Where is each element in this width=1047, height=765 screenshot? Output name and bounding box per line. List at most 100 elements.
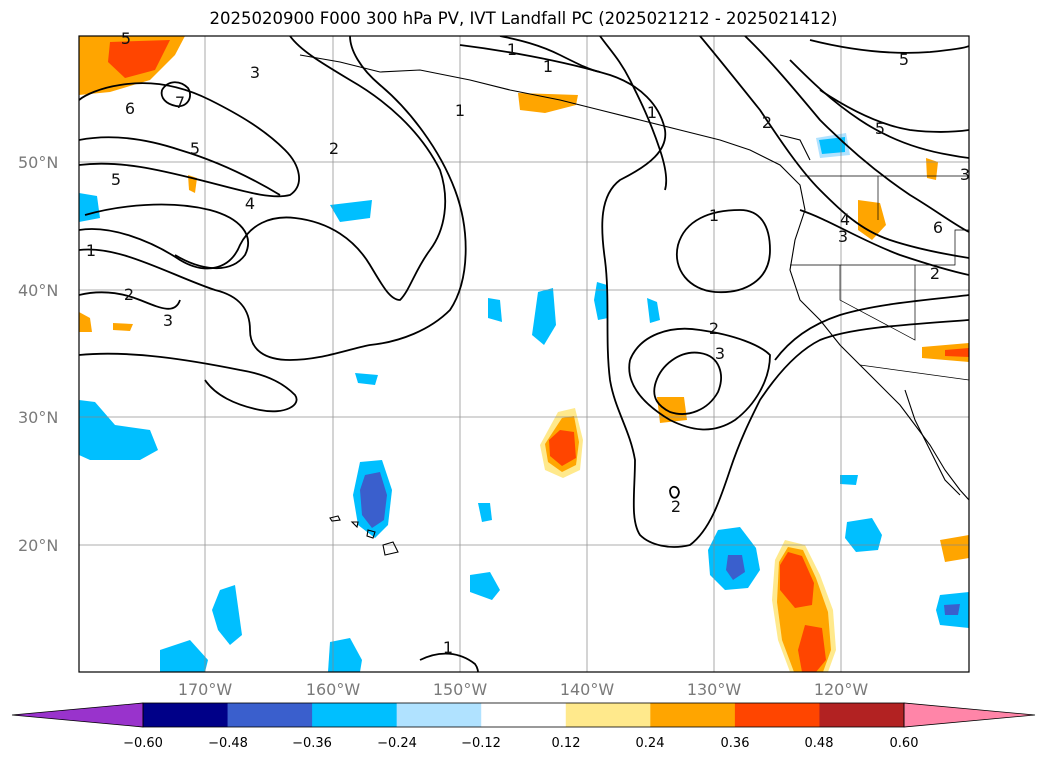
shade-positive bbox=[657, 397, 687, 423]
shade-negative bbox=[488, 298, 502, 322]
shade-positive bbox=[940, 535, 969, 562]
latitude-label: 40°N bbox=[18, 281, 59, 300]
colorbar-segment bbox=[819, 703, 905, 727]
shade-positive bbox=[926, 158, 938, 180]
colorbar-tick-label: 0.12 bbox=[551, 736, 581, 751]
map-background bbox=[79, 36, 969, 672]
colorbar-segment bbox=[312, 703, 398, 727]
shade-negative bbox=[328, 638, 362, 672]
map-title: 2025020900 F000 300 hPa PV, IVT Landfall… bbox=[209, 9, 838, 28]
colorbar-tick-label: 0.60 bbox=[889, 736, 919, 751]
longitude-label: 160°W bbox=[305, 680, 361, 699]
colorbar-tick-label: 0.24 bbox=[635, 736, 665, 751]
contour-label-layer: 5 3 6 7 5 5 4 2 1 1 1 1 1 2 1 2 3 3 5 5 … bbox=[86, 29, 970, 657]
shade-negative bbox=[470, 572, 500, 600]
shade-negative bbox=[647, 298, 660, 323]
longitude-label: 120°W bbox=[813, 680, 869, 699]
colorbar-segment bbox=[650, 703, 736, 727]
shade-strong-negative bbox=[944, 604, 960, 615]
colorbar-segment bbox=[565, 703, 651, 727]
pc-shading-layer bbox=[79, 36, 969, 672]
shade-negative bbox=[478, 503, 492, 522]
contour-label: 3 bbox=[715, 344, 725, 363]
shade-positive bbox=[113, 323, 133, 331]
contour-label: 2 bbox=[671, 497, 681, 516]
contour-label: 1 bbox=[507, 40, 517, 59]
colorbar-tick-label: −0.48 bbox=[208, 736, 248, 751]
colorbar-tick-label: −0.60 bbox=[123, 736, 163, 751]
contour-label: 5 bbox=[121, 29, 131, 48]
borders bbox=[790, 175, 969, 381]
shade-strong-negative bbox=[726, 555, 745, 580]
shade-positive bbox=[858, 200, 886, 240]
longitude-label: 140°W bbox=[559, 680, 615, 699]
colorbar-segment bbox=[734, 703, 820, 727]
shade-positive bbox=[518, 93, 578, 113]
colorbar-tick-label: 0.48 bbox=[804, 736, 834, 751]
contour-label: 2 bbox=[329, 139, 339, 158]
shade-negative bbox=[160, 640, 208, 672]
colorbar-segment bbox=[481, 703, 567, 727]
contour-label: 6 bbox=[125, 99, 135, 118]
shade-negative bbox=[532, 288, 556, 345]
contour-label: 1 bbox=[647, 103, 657, 122]
contour-label: 2 bbox=[709, 319, 719, 338]
coastlines bbox=[299, 54, 969, 556]
shade-strong-positive bbox=[780, 552, 814, 608]
latitude-label: 50°N bbox=[18, 153, 59, 172]
shade-negative bbox=[79, 193, 100, 222]
shade-negative bbox=[330, 200, 372, 222]
contour-label: 1 bbox=[86, 241, 96, 260]
graticule bbox=[79, 36, 969, 672]
contour-label: 5 bbox=[190, 139, 200, 158]
colorbar-segment bbox=[227, 703, 313, 727]
shade-negative bbox=[212, 585, 242, 645]
contour-label: 1 bbox=[443, 638, 453, 657]
contour-label: 7 bbox=[175, 93, 185, 112]
colorbar-tick-label: −0.24 bbox=[377, 736, 417, 751]
shade-strong-negative bbox=[360, 472, 387, 528]
pv-contours bbox=[79, 36, 969, 672]
contour-label: 3 bbox=[250, 63, 260, 82]
contour-label: 1 bbox=[455, 101, 465, 120]
colorbar bbox=[11, 702, 1036, 728]
contour-label: 5 bbox=[111, 170, 121, 189]
contour-label: 1 bbox=[709, 206, 719, 225]
shade-negative bbox=[355, 373, 378, 385]
colorbar-lower-extension bbox=[11, 702, 144, 728]
shade-negative bbox=[845, 518, 882, 552]
shade-strong-positive bbox=[108, 40, 170, 78]
longitude-label: 170°W bbox=[177, 680, 233, 699]
colorbar-tick-label: −0.36 bbox=[292, 736, 332, 751]
contour-label: 3 bbox=[838, 227, 848, 246]
longitude-label: 150°W bbox=[432, 680, 488, 699]
colorbar-segment bbox=[143, 703, 229, 727]
shade-strong-positive bbox=[945, 348, 969, 357]
shade-positive bbox=[79, 312, 92, 332]
contour-label: 3 bbox=[163, 311, 173, 330]
longitude-label: 130°W bbox=[686, 680, 742, 699]
colorbar-upper-extension bbox=[903, 702, 1036, 728]
colorbar-tick-label: −0.12 bbox=[461, 736, 501, 751]
contour-label: 2 bbox=[930, 264, 940, 283]
shade-negative bbox=[819, 137, 845, 154]
colorbar-tick-label: 0.36 bbox=[720, 736, 750, 751]
shade-strong-positive bbox=[798, 625, 826, 672]
map-frame bbox=[78, 35, 970, 673]
shade-negative bbox=[79, 400, 158, 460]
contour-label: 5 bbox=[875, 119, 885, 138]
shade-negative bbox=[594, 282, 608, 320]
contour-label: 4 bbox=[245, 194, 255, 213]
contour-label: 4 bbox=[840, 210, 850, 229]
contour-label: 1 bbox=[543, 57, 553, 76]
shade-strong-positive bbox=[549, 430, 576, 466]
contour-label: 5 bbox=[899, 50, 909, 69]
latitude-label: 30°N bbox=[18, 408, 59, 427]
contour-label: 2 bbox=[762, 113, 772, 132]
colorbar-frame bbox=[142, 702, 905, 728]
colorbar-segment bbox=[396, 703, 482, 727]
latitude-label: 20°N bbox=[18, 536, 59, 555]
contour-label: 6 bbox=[933, 218, 943, 237]
contour-label: 2 bbox=[124, 285, 134, 304]
